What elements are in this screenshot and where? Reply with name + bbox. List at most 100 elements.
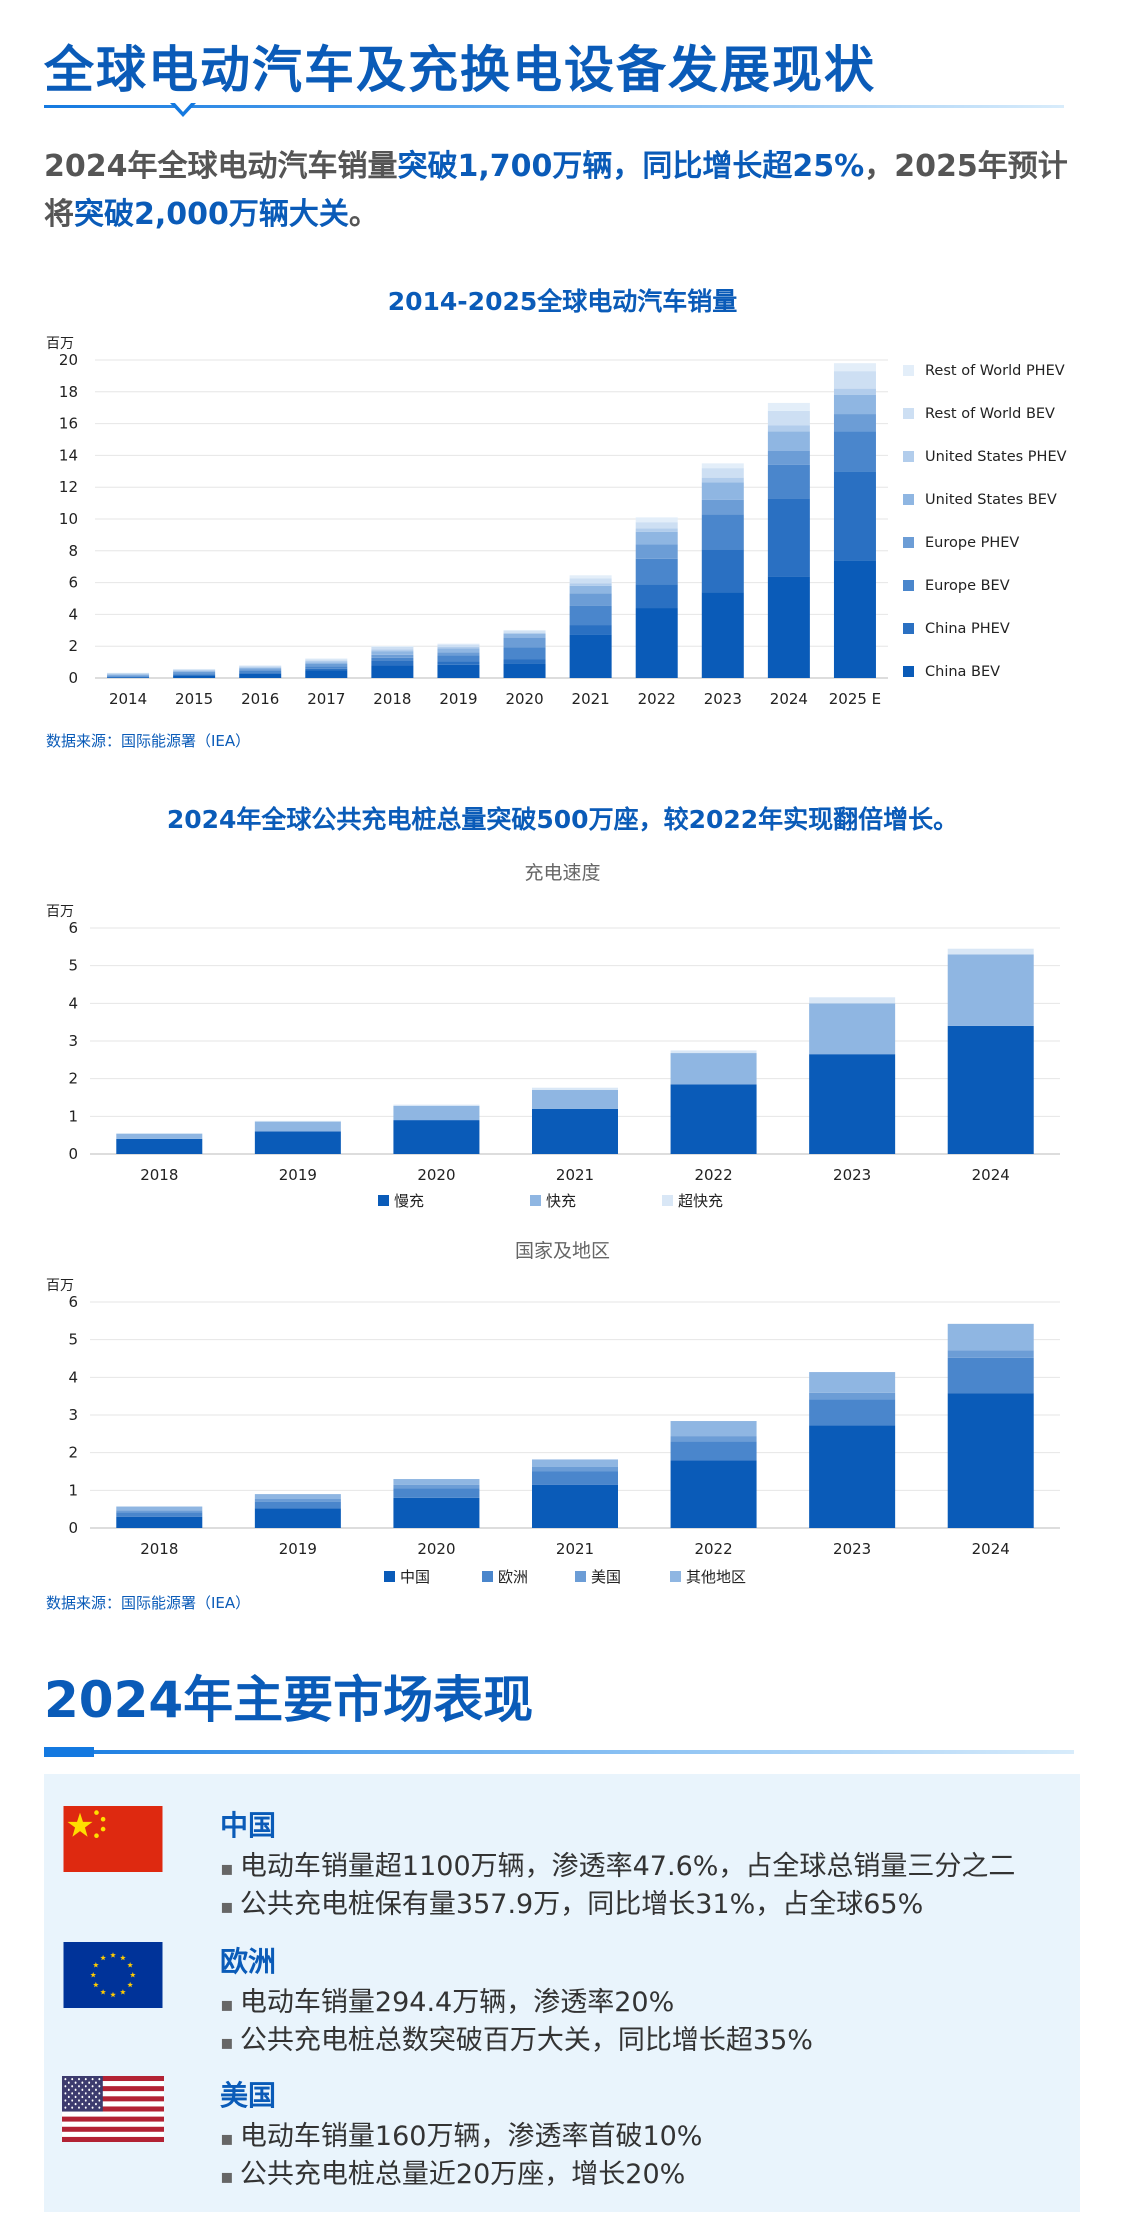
legend-swatch: [482, 1571, 493, 1582]
bar-segment: [116, 1516, 203, 1528]
bar-segment: [393, 1484, 480, 1489]
bar-segment: [239, 667, 282, 670]
bar-segment: [833, 414, 876, 432]
bar-segment: [767, 402, 810, 411]
bar-segment: [239, 665, 282, 667]
x-tick-label: 2022: [638, 690, 676, 708]
bar-segment: [532, 1108, 618, 1154]
markets-section-title: 2024年主要市场表现: [44, 1671, 534, 1729]
intro-end: 。: [348, 197, 379, 232]
bar-segment: [947, 954, 1034, 1026]
legend-swatch: [575, 1571, 586, 1582]
legend-label: 慢充: [394, 1192, 424, 1210]
bar-segment: [670, 1441, 757, 1461]
bar-segment: [393, 1497, 480, 1528]
x-tick-label: 2021: [556, 1166, 594, 1184]
bar-segment: [809, 1392, 896, 1400]
legend-label: 中国: [400, 1568, 430, 1586]
legend-swatch: [903, 537, 914, 548]
bar-segment: [437, 648, 480, 653]
charging-speed-subtitle: 充电速度: [524, 862, 601, 884]
x-tick-label: 2018: [140, 1166, 178, 1184]
legend-label: China PHEV: [925, 621, 1010, 637]
legend-swatch: [903, 451, 914, 462]
y-tick-label: 2: [68, 637, 78, 655]
bar-segment: [947, 1357, 1034, 1394]
x-tick-label: 2018: [373, 690, 411, 708]
x-tick-label: 2022: [694, 1166, 732, 1184]
bar-segment: [532, 1459, 618, 1467]
legend-swatch: [903, 623, 914, 634]
bar-segment: [254, 1498, 341, 1502]
bar-segment: [305, 660, 348, 663]
intro-highlight-1: 突破1,700万辆，同比增长超25%: [397, 149, 865, 184]
bar-segment: [701, 499, 744, 515]
bar-segment: [173, 673, 216, 675]
x-tick-label: 2023: [833, 1540, 871, 1558]
bar-segment: [833, 431, 876, 472]
bar-segment: [701, 468, 744, 478]
bar-segment: [116, 1138, 203, 1154]
bar-segment: [833, 394, 876, 415]
ev-sales-chart: 百万 0 2 4 6 8 10 12 14 16 18 20 2014 2015 2016 2017 2018 2…: [46, 336, 1067, 708]
x-tick-label: 2023: [704, 690, 742, 708]
legend-label: United States PHEV: [925, 449, 1067, 465]
ev-sales-chart-title: 2014-2025全球电动汽车销量: [387, 287, 738, 316]
bar-segment: [635, 544, 678, 559]
legend-label: 美国: [591, 1568, 621, 1586]
bar-segment: [569, 634, 612, 678]
bar-segment: [254, 1508, 341, 1528]
legend-label: Rest of World PHEV: [925, 363, 1065, 379]
legend-label: 超快充: [678, 1192, 723, 1210]
bar-segment: [305, 668, 348, 671]
market-detail: 电动车销量294.4万辆，渗透率20%: [220, 1980, 674, 2019]
y-tick-label: 5: [68, 957, 78, 975]
legend-swatch: [378, 1195, 389, 1206]
legend-swatch: [530, 1195, 541, 1206]
bar-segment: [305, 664, 348, 667]
bar-segment: [833, 388, 876, 395]
x-tick-label: 2016: [241, 690, 279, 708]
bar-segment: [107, 676, 150, 677]
section-divider: [44, 1747, 1074, 1757]
x-tick-label: 2014: [109, 690, 147, 708]
market-name: 中国: [220, 1809, 277, 1842]
bar-segment: [239, 669, 282, 672]
bar-segment: [437, 664, 480, 678]
market-detail: 公共充电桩保有量357.9万，同比增长31%，占全球65%: [220, 1882, 923, 1921]
bar-segment: [809, 1399, 896, 1426]
x-tick-label: 2024: [972, 1540, 1010, 1558]
y-axis-unit: 百万: [46, 336, 74, 352]
x-tick-label: 2015: [175, 690, 213, 708]
china-flag-icon: [62, 1806, 164, 1872]
y-axis-unit: 百万: [46, 904, 74, 920]
y-tick-label: 2: [68, 1444, 78, 1462]
bar-segment: [371, 665, 414, 678]
bar-segment: [393, 1479, 480, 1485]
x-tick-label: 2020: [505, 690, 543, 708]
title-divider: [44, 105, 1064, 108]
bar-segment: [254, 1120, 341, 1122]
bar-segment: [635, 558, 678, 585]
bar-segment: [670, 1050, 757, 1054]
y-tick-label: 1: [68, 1107, 78, 1125]
bar-segment: [254, 1121, 341, 1132]
bar-segment: [947, 948, 1034, 955]
bar-segment: [503, 629, 546, 632]
bar-segment: [371, 660, 414, 666]
bar-segment: [254, 1131, 341, 1154]
intro-text: 2024年全球电动汽车销量突破1,700万辆，同比增长超25%，2025年预计将…: [44, 143, 1084, 239]
bar-segment: [116, 1510, 203, 1513]
markets-panel: 中国 电动车销量超1100万辆，渗透率47.6%，占全球总销量三分之二 公共充电…: [44, 1774, 1080, 2212]
x-tick-label: 2024: [770, 690, 808, 708]
legend-swatch: [670, 1571, 681, 1582]
legend-swatch: [903, 494, 914, 505]
bar-segment: [116, 1506, 203, 1511]
bar-segment: [393, 1488, 480, 1498]
bar-segment: [239, 665, 282, 666]
x-tick-label: 2018: [140, 1540, 178, 1558]
x-tick-label: 2022: [694, 1540, 732, 1558]
y-tick-label: 10: [59, 510, 78, 528]
divider-notch: [170, 102, 196, 117]
bar-segment: [809, 997, 896, 1004]
